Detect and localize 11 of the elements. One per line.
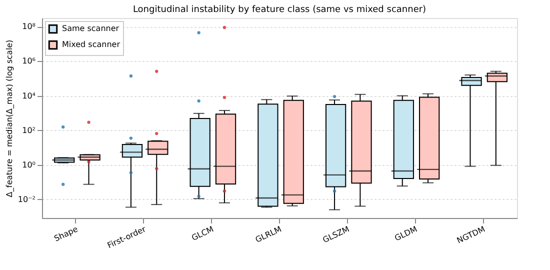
y-tick-label: 10⁴	[22, 91, 36, 100]
y-axis-title: Δ_feature = median(Δ_max) (log scale)	[4, 40, 14, 198]
y-tick-label: 10⁻²	[18, 194, 36, 204]
y-tick-label: 10⁶	[22, 56, 36, 66]
y-tick-label: 10²	[22, 126, 36, 135]
y-tick-label: 10⁸	[22, 22, 36, 32]
legend-label: Same scanner	[62, 24, 120, 33]
chart-title: Longitudinal instability by feature class (same vs mixed scanner)	[132, 5, 426, 15]
x-tick-label: Shape	[52, 224, 80, 244]
y-tick-label: 10⁰	[22, 160, 36, 170]
legend-label: Mixed scanner	[62, 40, 121, 49]
